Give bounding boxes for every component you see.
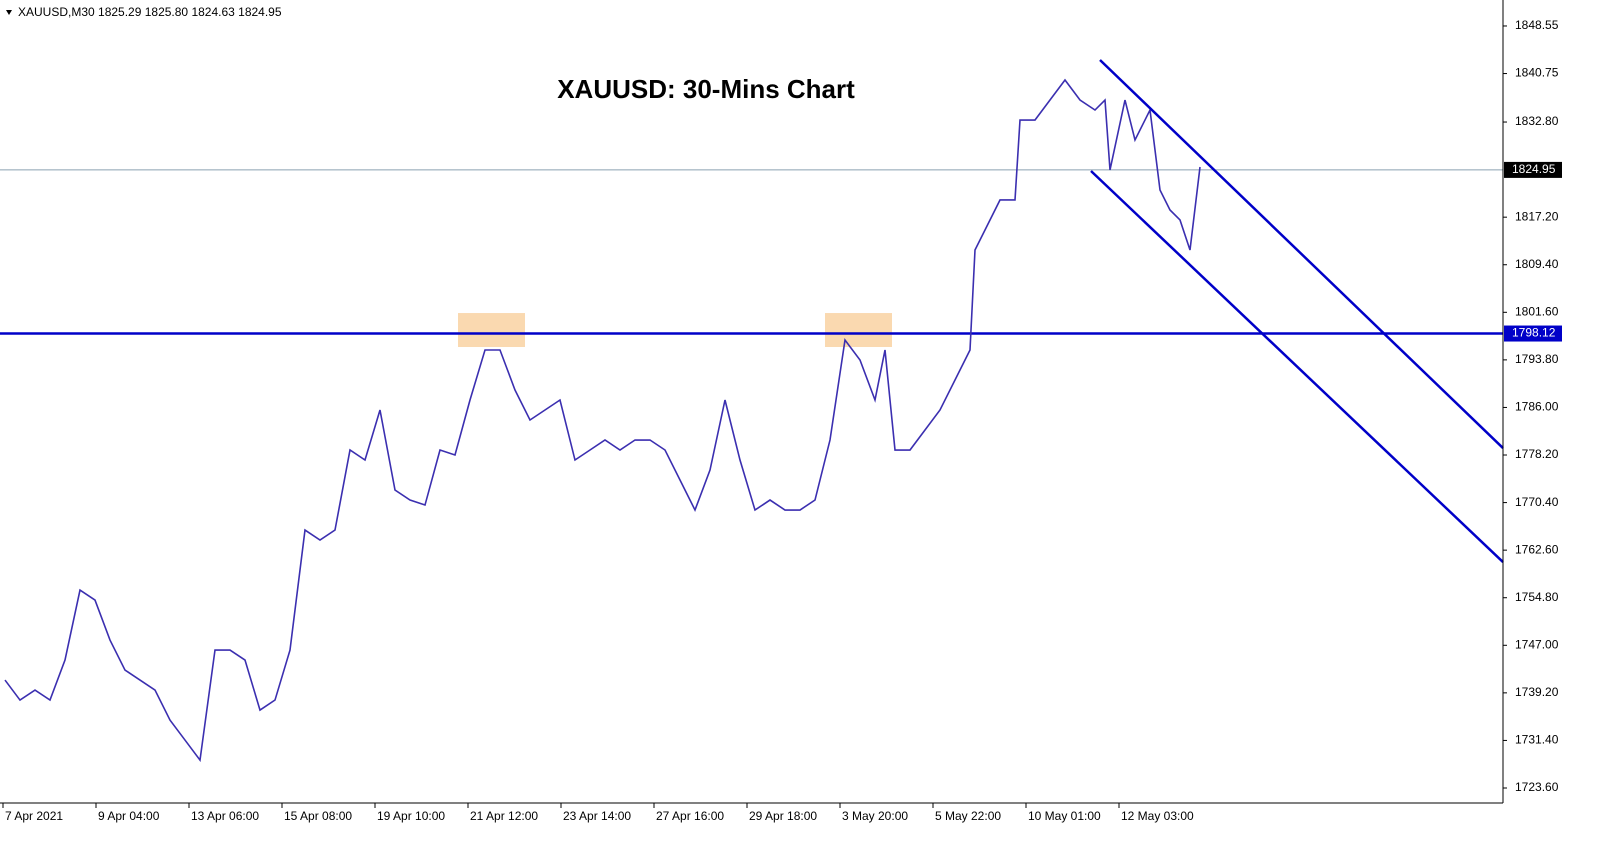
x-tick-label: 5 May 22:00 [935, 809, 1001, 823]
x-tick-label: 10 May 01:00 [1028, 809, 1101, 823]
y-tick-label: 1747.00 [1515, 637, 1559, 651]
x-tick-label: 13 Apr 06:00 [191, 809, 259, 823]
trend-line [1090, 170, 1504, 563]
trend-line [1099, 59, 1504, 449]
y-tick-label: 1840.75 [1515, 66, 1559, 80]
y-tick-label: 1723.60 [1515, 780, 1559, 794]
y-tick-label: 1809.40 [1515, 257, 1559, 271]
x-tick-label: 21 Apr 12:00 [470, 809, 538, 823]
x-tick-label: 7 Apr 2021 [5, 809, 63, 823]
zone [825, 313, 892, 348]
price-line-series [4, 78, 1201, 763]
price-label: 1824.95 [1512, 162, 1556, 176]
x-tick-label: 3 May 20:00 [842, 809, 908, 823]
y-tick-label: 1817.20 [1515, 209, 1559, 223]
y-tick-label: 1778.20 [1515, 447, 1559, 461]
x-tick-label: 9 Apr 04:00 [98, 809, 160, 823]
y-tick-label: 1786.00 [1515, 400, 1559, 414]
y-tick-label: 1832.80 [1515, 114, 1559, 128]
y-tick-label: 1848.55 [1515, 18, 1559, 32]
x-tick-label: 29 Apr 18:00 [749, 809, 817, 823]
price-label: 1798.12 [1512, 326, 1556, 340]
price-label-box [1504, 161, 1562, 178]
y-tick-label: 1801.60 [1515, 304, 1559, 318]
y-tick-label: 1770.40 [1515, 495, 1559, 509]
menu-arrow[interactable] [6, 10, 12, 15]
y-tick-label: 1731.40 [1515, 733, 1559, 747]
y-tick-label: 1762.60 [1515, 542, 1559, 556]
chart-title: XAUUSD: 30-Mins Chart [557, 74, 855, 104]
x-tick-label: 23 Apr 14:00 [563, 809, 631, 823]
x-tick-label: 27 Apr 16:00 [656, 809, 724, 823]
y-tick-label: 1793.80 [1515, 352, 1559, 366]
zone [458, 313, 525, 348]
y-tick-label: 1739.20 [1515, 685, 1559, 699]
x-tick-label: 15 Apr 08:00 [284, 809, 352, 823]
price-label-box [1504, 325, 1562, 342]
header: XAUUSD,M30 1825.29 1825.80 1824.63 1824.… [18, 5, 282, 19]
y-tick-label: 1754.80 [1515, 590, 1559, 604]
x-tick-label: 12 May 03:00 [1121, 809, 1194, 823]
x-tick-label: 19 Apr 10:00 [377, 809, 445, 823]
